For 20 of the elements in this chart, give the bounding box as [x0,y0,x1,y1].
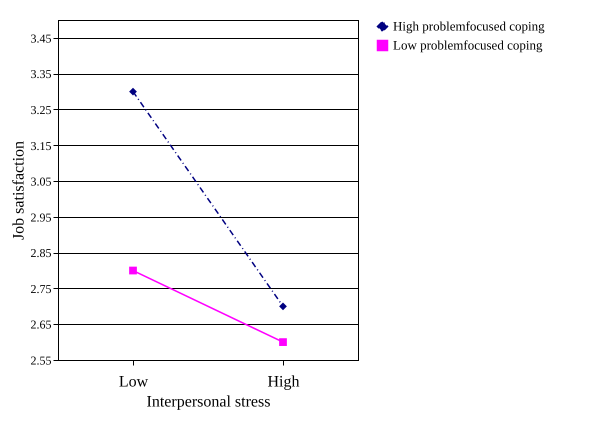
y-tick-label: 2.75 [30,282,52,296]
y-tick-label: 3.05 [30,174,52,189]
point [129,266,137,274]
y-tick-label: 3.45 [30,31,52,46]
y-tick-label: 3.35 [30,67,52,82]
point [129,88,137,96]
y-tick-label: 2.65 [30,318,52,332]
y-axis-title: Job satisfaction [10,140,28,240]
point [279,302,287,310]
y-tick-label: 2.55 [30,354,52,368]
y-tick-label: 2.95 [30,210,52,224]
legend-label: High problemfocused coping [393,18,546,34]
x-tick-label: Low [118,374,149,390]
y-tick-label: 3.25 [30,102,52,117]
x-axis-title: Interpersonal stress [146,394,270,410]
y-tick-label: 3.15 [30,138,52,153]
legend-label: Low problemfocused coping [393,38,543,52]
point [279,338,287,346]
x-tick-label: High [268,374,300,390]
y-tick-label: 2.85 [30,246,52,260]
